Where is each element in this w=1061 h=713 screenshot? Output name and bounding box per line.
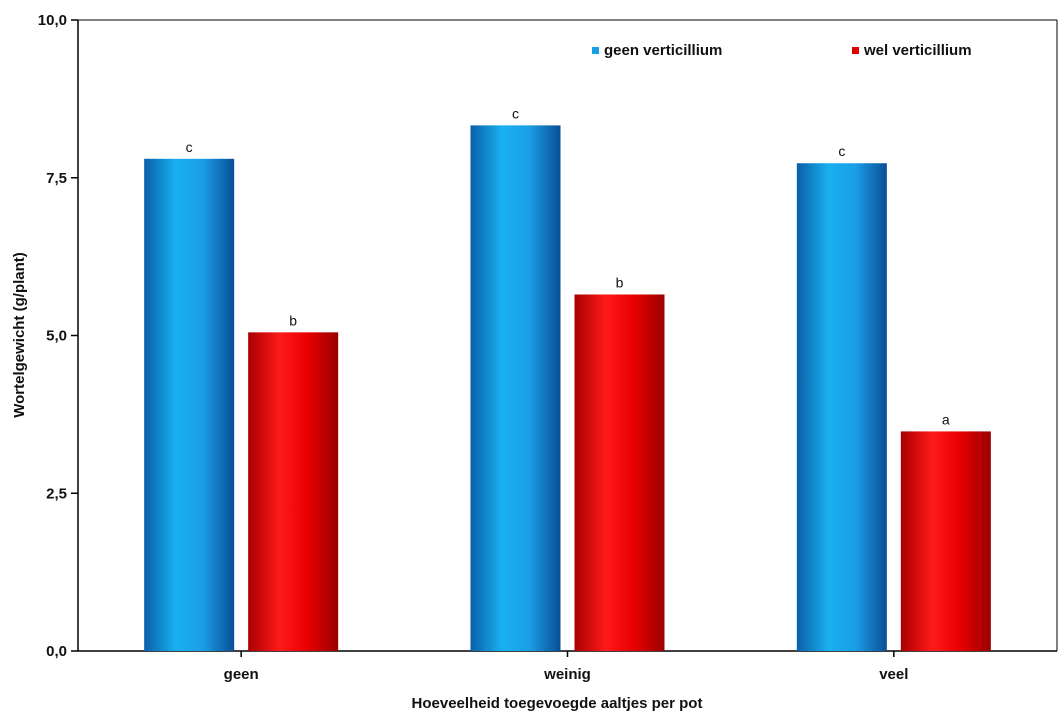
x-tick-label-veel: veel	[879, 666, 908, 683]
y-tick-label: 7,5	[46, 170, 67, 187]
bar-significance-label: b	[289, 312, 297, 328]
y-tick-label: 0,0	[46, 643, 67, 660]
bar-significance-label: b	[616, 274, 624, 290]
bar-significance-label: c	[512, 105, 519, 121]
significance-labels: c b c b c a	[186, 105, 950, 427]
x-axis-title: Hoeveelheid toegevoegde aaltjes per pot	[412, 695, 703, 712]
y-axis: 0,0 2,5 5,0 7,5 10,0	[38, 12, 79, 660]
x-axis: geen weinig veel	[78, 19, 1058, 683]
y-tick-label: 5,0	[46, 328, 67, 345]
bar-geen-geen-verticillium	[144, 158, 235, 651]
bar-geen-wel-verticillium	[248, 332, 339, 651]
bar-significance-label: a	[942, 411, 950, 427]
bar-significance-label: c	[838, 143, 845, 159]
legend: geen verticillium wel verticillium	[592, 42, 972, 59]
bars	[144, 125, 991, 651]
legend-label: geen verticillium	[604, 42, 722, 59]
y-tick-label: 10,0	[38, 12, 67, 29]
legend-swatch	[852, 47, 859, 54]
y-tick-label: 2,5	[46, 485, 67, 502]
x-tick-label-geen: geen	[224, 666, 259, 683]
legend-label: wel verticillium	[863, 42, 972, 59]
y-axis-title: Wortelgewicht (g/plant)	[11, 252, 28, 418]
bar-veel-wel-verticillium	[900, 431, 991, 651]
bar-weinig-geen-verticillium	[470, 125, 561, 651]
bar-significance-label: c	[186, 139, 193, 155]
legend-swatch	[592, 47, 599, 54]
bar-weinig-wel-verticillium	[574, 294, 665, 651]
x-tick-label-weinig: weinig	[543, 666, 591, 683]
bar-veel-geen-verticillium	[796, 163, 887, 651]
